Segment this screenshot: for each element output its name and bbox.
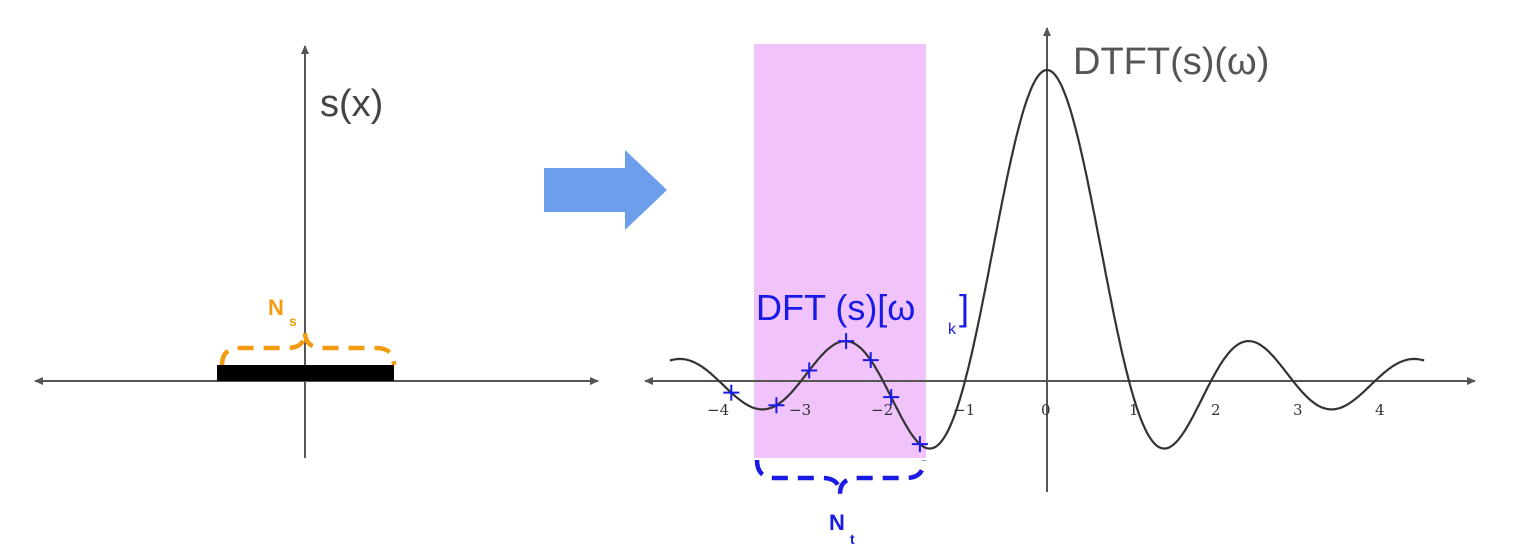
ns-label-sub: s [289,313,297,329]
nt-label-sub: t [850,531,855,547]
dtft-curve [669,68,1425,450]
dft-sample-point [911,436,928,453]
x-tick-label: 1 [1129,401,1139,419]
x-tick-label: 2 [1211,401,1221,419]
nt-label-main: N [829,510,845,535]
dft-label-end: ] [959,287,969,328]
dft-sample-point [723,384,740,401]
dft-label-main: DFT (s)[ω [756,287,915,328]
dft-label-sub: k [948,321,957,338]
right-arrow-icon [544,150,667,230]
nt-brace [754,459,927,495]
window-rect [754,44,926,458]
x-tick-label: −3 [789,401,811,419]
x-tick-label: −2 [871,401,893,419]
x-tick-label: 3 [1293,401,1303,419]
dft-sample-point [838,333,855,350]
x-tick-label: −4 [707,401,729,419]
x-tick-label: 4 [1375,401,1385,419]
ns-label-main: N [268,295,284,320]
dft-sample-point [883,389,900,406]
right-panel: −4 −3 −2 −1 0 1 2 3 4 DTFT(s)(ω) DFT (s)[ω k ] N… [644,27,1476,547]
dtft-label: DTFT(s)(ω) [1073,41,1269,83]
rect-pulse [217,365,394,381]
ns-brace [219,331,397,366]
left-panel: s(x) N s [34,45,599,458]
dft-samples [723,333,928,453]
dft-sample-point [801,362,818,379]
dft-sample-point [768,397,785,414]
s-x-label: s(x) [320,83,383,125]
dft-sample-point [862,352,879,369]
x-tick-labels: −4 −3 −2 −1 0 1 2 3 4 [707,401,1385,419]
x-tick-label: 0 [1041,401,1051,419]
